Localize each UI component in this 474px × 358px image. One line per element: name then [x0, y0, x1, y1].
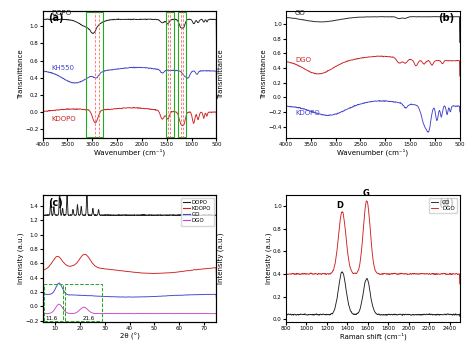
Legend: GO, DGO: GO, DGO	[428, 198, 457, 213]
Bar	[178, 11, 186, 137]
Y-axis label: Intensity (a.u.): Intensity (a.u.)	[17, 233, 24, 284]
GO	[419, 313, 425, 317]
Text: KDOPO: KDOPO	[295, 110, 319, 116]
DGO	[402, 272, 408, 276]
X-axis label: 2θ (°): 2θ (°)	[119, 333, 139, 340]
DGO	[364, 199, 370, 203]
DGO	[283, 282, 289, 286]
GO	[301, 312, 307, 316]
X-axis label: Wavenumber (cm⁻¹): Wavenumber (cm⁻¹)	[337, 149, 409, 156]
GO	[402, 312, 408, 316]
Bar	[86, 11, 103, 137]
GO	[339, 270, 345, 274]
Text: KDOPO: KDOPO	[52, 116, 76, 122]
Line: DGO: DGO	[286, 201, 460, 284]
Text: 21.6: 21.6	[82, 316, 95, 321]
X-axis label: Wavenumber (cm⁻¹): Wavenumber (cm⁻¹)	[94, 149, 165, 156]
GO	[457, 314, 463, 318]
Text: (d): (d)	[438, 198, 455, 208]
GO	[283, 314, 289, 319]
Bar	[166, 11, 174, 137]
Text: D: D	[337, 200, 344, 210]
Bar	[44, 284, 63, 321]
Line: GO: GO	[286, 272, 460, 316]
Text: DOPO: DOPO	[52, 10, 72, 16]
Text: 11.6: 11.6	[45, 316, 57, 321]
Text: (c): (c)	[48, 198, 63, 208]
GO	[422, 312, 428, 316]
X-axis label: Raman shift (cm⁻¹): Raman shift (cm⁻¹)	[339, 333, 406, 340]
Y-axis label: Intensity (a.u.): Intensity (a.u.)	[218, 233, 224, 284]
DGO	[457, 282, 463, 286]
DGO	[354, 271, 359, 276]
Legend: DOPO, KDOPO, GO, DGO: DOPO, KDOPO, GO, DGO	[181, 198, 214, 226]
Y-axis label: Transmittance: Transmittance	[261, 49, 267, 99]
DGO	[419, 271, 425, 276]
Y-axis label: Intensity (a.u.): Intensity (a.u.)	[265, 233, 272, 284]
Bar	[65, 284, 102, 321]
Text: DGO: DGO	[295, 57, 311, 63]
Text: (b): (b)	[438, 13, 455, 23]
Text: (a): (a)	[48, 13, 64, 23]
Y-axis label: Transmittance: Transmittance	[18, 49, 24, 99]
GO	[354, 312, 359, 316]
GO	[360, 294, 365, 299]
Text: GO: GO	[295, 10, 306, 16]
Y-axis label: Transmittance: Transmittance	[218, 49, 224, 99]
DGO	[422, 272, 428, 276]
Text: KH550: KH550	[52, 66, 74, 72]
DGO	[301, 272, 307, 276]
Text: G: G	[362, 189, 369, 198]
DGO	[360, 237, 365, 241]
